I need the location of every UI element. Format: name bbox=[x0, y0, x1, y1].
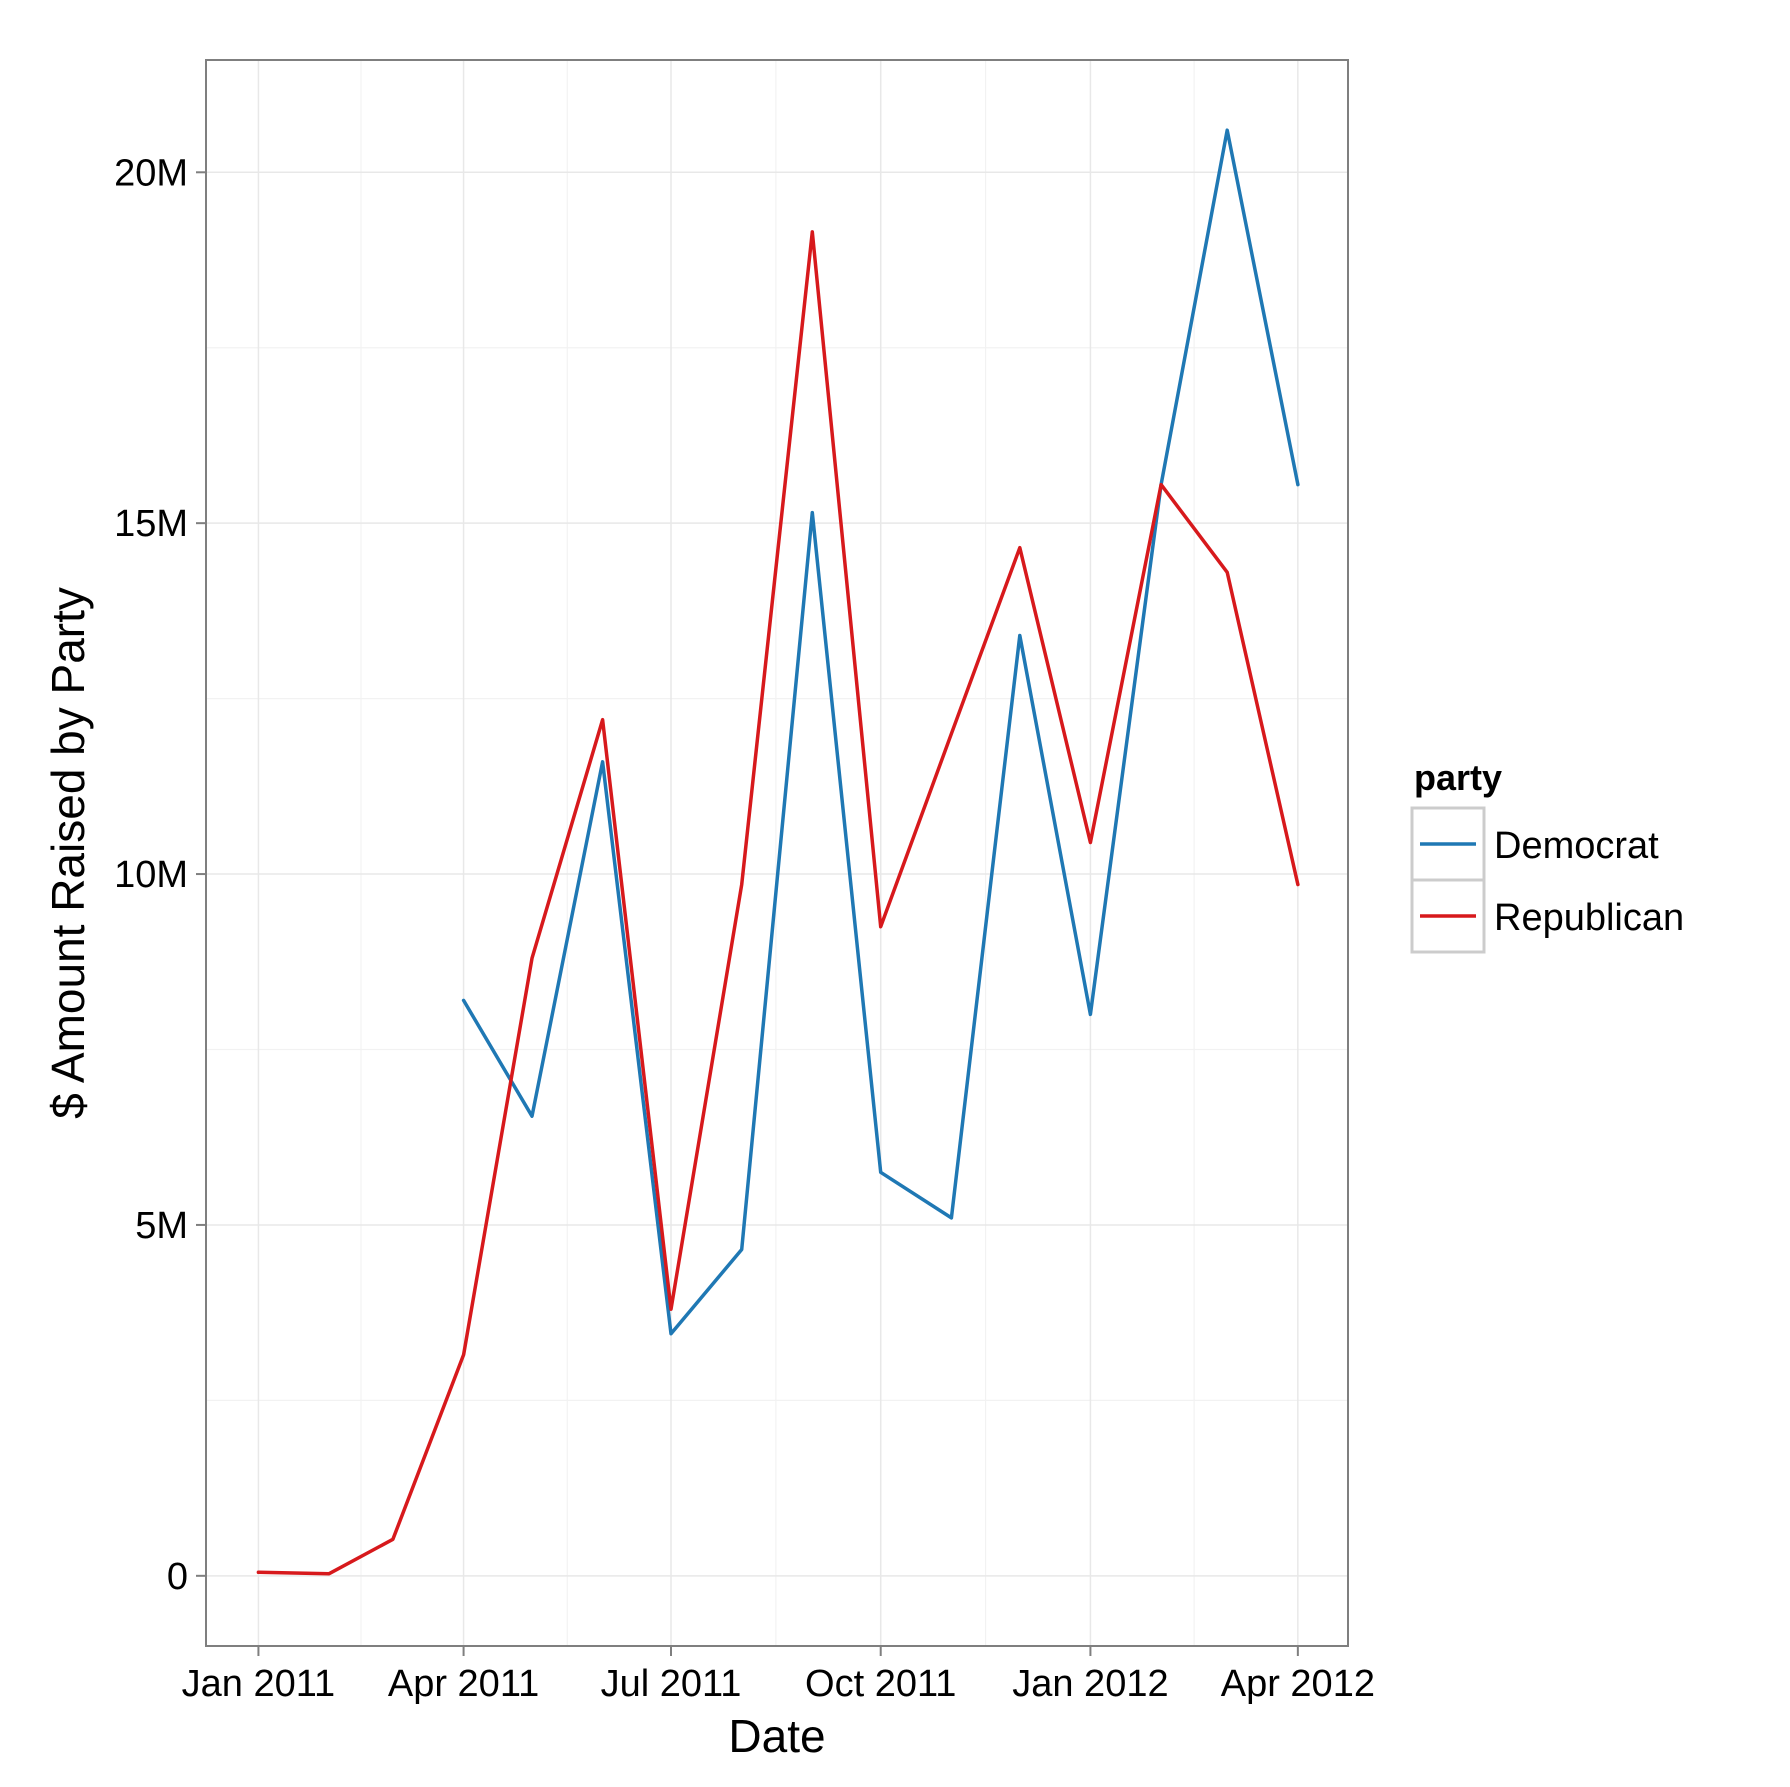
x-tick-label: Jan 2012 bbox=[1012, 1663, 1168, 1705]
x-tick-label: Jul 2011 bbox=[601, 1663, 742, 1705]
series-lines bbox=[256, 128, 1300, 1576]
x-tick-label: Jan 2011 bbox=[182, 1663, 336, 1705]
y-axis: 0 5M 10M 15M 20M bbox=[114, 152, 206, 1598]
plot-panel-border bbox=[205, 59, 1349, 1647]
y-tick-label: 0 bbox=[167, 1556, 188, 1598]
x-tick-label: Oct 2011 bbox=[805, 1663, 956, 1705]
series-line-republican bbox=[256, 230, 1300, 1576]
y-tick-label: 5M bbox=[135, 1205, 188, 1247]
minor-gridlines bbox=[206, 60, 1348, 1646]
x-tick-label: Apr 2011 bbox=[388, 1663, 539, 1705]
y-tick-label: 20M bbox=[114, 152, 188, 194]
y-axis-title: $ Amount Raised by Party bbox=[42, 587, 94, 1119]
x-tick-label: Apr 2012 bbox=[1221, 1663, 1375, 1705]
y-tick-label: 15M bbox=[114, 503, 188, 545]
x-axis: Jan 2011 Apr 2011 Jul 2011 Oct 2011 Jan 2012… bbox=[182, 1646, 1375, 1705]
legend-items: Democrat Republican bbox=[1410, 806, 1684, 954]
x-axis-title: Date bbox=[728, 1710, 825, 1762]
legend-label: Republican bbox=[1494, 897, 1684, 939]
legend: party Democrat Republican bbox=[1410, 757, 1684, 954]
legend-title: party bbox=[1414, 757, 1502, 798]
y-tick-label: 10M bbox=[114, 854, 188, 896]
legend-label: Democrat bbox=[1494, 825, 1659, 867]
